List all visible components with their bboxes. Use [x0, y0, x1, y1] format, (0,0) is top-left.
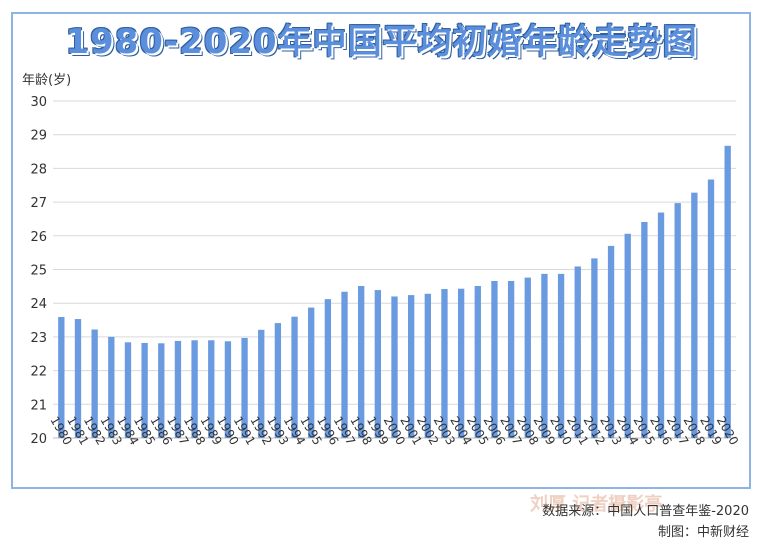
- y-axis-label: 年龄(岁): [22, 73, 71, 88]
- bar: [141, 342, 148, 438]
- bar: [374, 290, 382, 438]
- y-tick-label: 24: [30, 297, 47, 312]
- y-tick-label: 28: [30, 162, 47, 177]
- bar: [391, 296, 398, 438]
- bar: [624, 233, 631, 438]
- bar: [208, 340, 215, 438]
- data-source: 数据来源：中国人口普查年鉴-2020: [542, 504, 749, 519]
- x-tick-labels: 1980198119821983198419851986198719881989…: [47, 414, 741, 447]
- bar: [274, 323, 282, 438]
- bar: [91, 329, 98, 438]
- bar: [457, 288, 465, 438]
- bar: [474, 286, 481, 438]
- bar: [58, 317, 65, 438]
- gridlines: [53, 100, 736, 439]
- bar: [258, 329, 265, 438]
- bar: [524, 277, 531, 438]
- bar: [707, 179, 715, 438]
- bar: [491, 280, 498, 438]
- bar: [507, 280, 515, 438]
- bar: [407, 295, 415, 438]
- watermark: 刘厚 记者摄影亭: [530, 494, 663, 515]
- bar: [674, 203, 681, 438]
- bar: [174, 340, 182, 438]
- bar: [724, 145, 731, 439]
- y-tick-label: 29: [30, 129, 47, 144]
- bars: [58, 145, 731, 439]
- bar: [241, 337, 248, 438]
- y-tick-labels: 20 21 22 23 24 25 26 27 28 29 30: [30, 95, 47, 447]
- bar: [191, 340, 198, 438]
- chart-title: 1980-2020年中国平均初婚年龄走势图: [65, 22, 698, 62]
- y-tick-label: 25: [30, 264, 47, 279]
- bar: [358, 286, 365, 438]
- bar: [224, 341, 232, 438]
- y-tick-label: 30: [30, 95, 47, 110]
- y-tick-label: 20: [30, 432, 47, 447]
- bar: [324, 299, 332, 438]
- bar: [641, 221, 648, 438]
- y-tick-label: 23: [30, 331, 47, 346]
- bar: [108, 336, 115, 438]
- y-tick-label: 27: [30, 196, 47, 211]
- bar: [74, 319, 82, 438]
- bar: [158, 343, 165, 438]
- bar: [574, 266, 581, 438]
- bar: [557, 273, 565, 438]
- bar: [308, 307, 315, 438]
- bar: [441, 289, 448, 438]
- bar: [341, 291, 348, 438]
- bar: [424, 293, 431, 438]
- y-tick-label: 21: [30, 398, 47, 413]
- bar: [591, 258, 598, 438]
- bar: [657, 212, 665, 438]
- bar: [607, 245, 615, 438]
- bar: [124, 342, 132, 438]
- y-tick-label: 26: [30, 230, 47, 245]
- bar: [541, 273, 548, 438]
- bar: [691, 192, 698, 438]
- bar: [291, 316, 298, 438]
- y-tick-label: 22: [30, 365, 47, 380]
- chart-credit: 制图：中新财经: [657, 525, 749, 540]
